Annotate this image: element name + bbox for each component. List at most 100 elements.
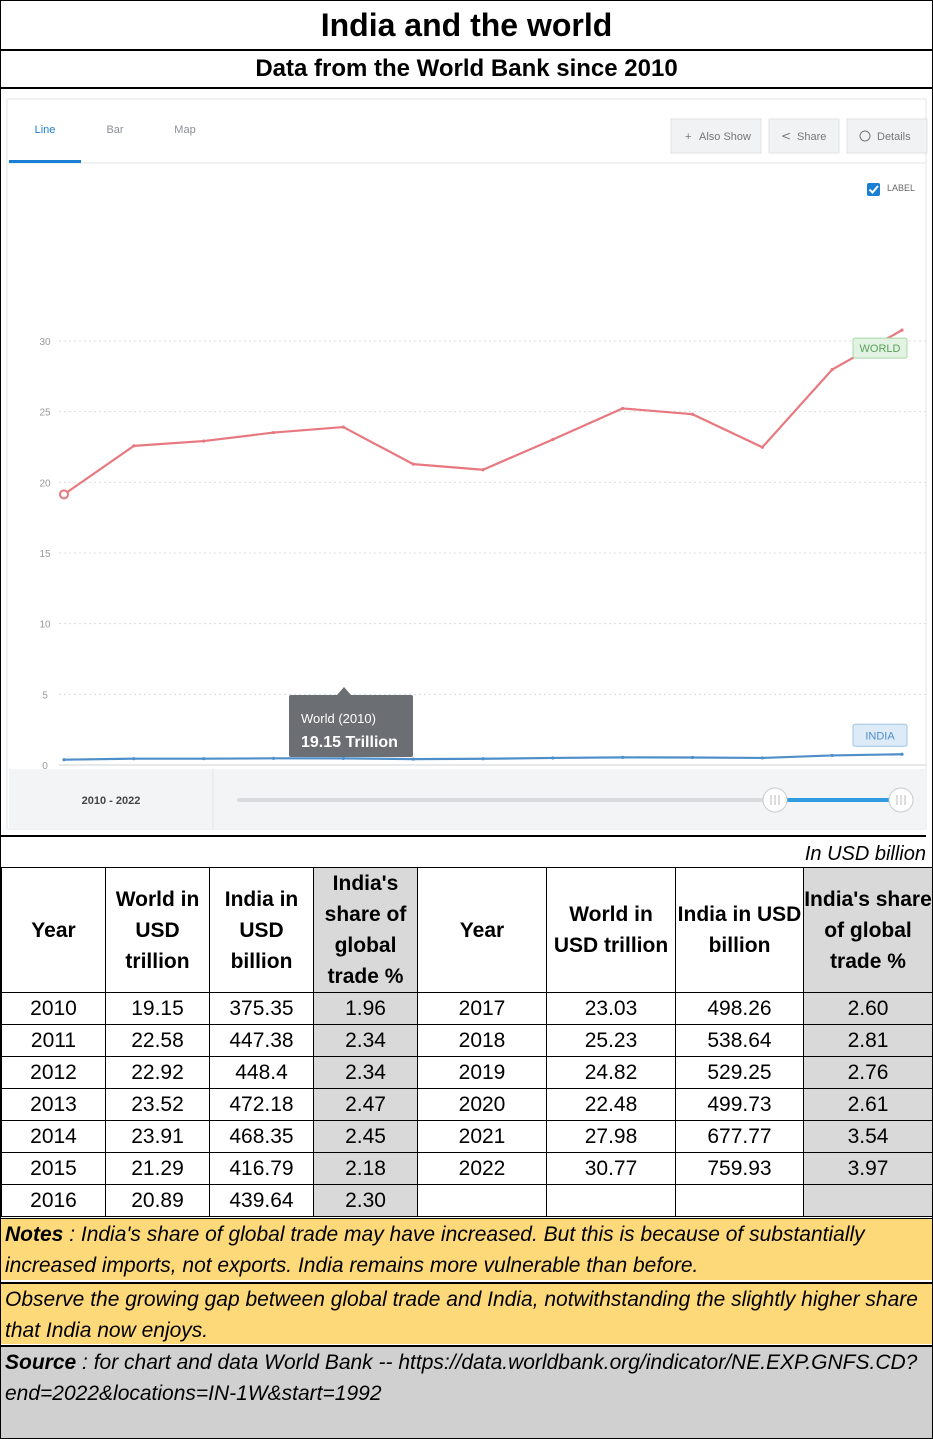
- cell-year: 2012: [1, 1056, 106, 1089]
- cell-year: 2018: [417, 1024, 547, 1057]
- cell-india: 677.77: [675, 1120, 804, 1153]
- cell-year: 2016: [1, 1184, 106, 1217]
- tab-line[interactable]: Line: [35, 124, 56, 136]
- cell-year: 2021: [417, 1120, 547, 1153]
- cell-share: 1.96: [313, 992, 418, 1025]
- cell-share: 2.34: [313, 1024, 418, 1057]
- table-row: 2014 23.91 468.35 2.45 2021 27.98 677.77 3.54: [1, 1120, 933, 1153]
- cell-world: 24.82: [546, 1056, 676, 1089]
- data-point-world: [690, 412, 695, 416]
- label-checkbox-text: LABEL: [887, 183, 915, 193]
- notes-label: Notes: [5, 1223, 64, 1246]
- also-show-label: Also Show: [699, 131, 751, 143]
- highlight-point: [59, 489, 69, 500]
- cell-india: 375.35: [209, 992, 314, 1025]
- cell-india: 538.64: [675, 1024, 804, 1057]
- data-point-india: [760, 756, 764, 760]
- share-button[interactable]: < Share: [768, 118, 840, 154]
- cell-india: 468.35: [209, 1120, 314, 1153]
- col-header-year-2: Year: [417, 867, 547, 993]
- range-handle-end[interactable]: [888, 787, 914, 813]
- data-table: Year World in USD trillion India in USD …: [1, 867, 933, 1217]
- cell-year: [417, 1184, 547, 1217]
- cell-india: 759.93: [675, 1152, 804, 1185]
- cell-share: 2.81: [803, 1024, 933, 1057]
- col-header-world: World in USD trillion: [105, 867, 210, 993]
- check-icon: [868, 185, 879, 194]
- range-handle-start[interactable]: [762, 787, 788, 813]
- cell-india: 447.38: [209, 1024, 314, 1057]
- series-label-bg-india: [852, 723, 908, 747]
- cell-share: 2.30: [313, 1184, 418, 1217]
- details-button[interactable]: Details: [846, 118, 928, 154]
- cell-india: 448.4: [209, 1056, 314, 1089]
- page-title: India and the world: [1, 1, 932, 51]
- cell-india: 498.26: [675, 992, 804, 1025]
- tooltip-title: World (2010): [301, 711, 376, 726]
- cell-share: 2.34: [313, 1056, 418, 1089]
- data-point-world: [900, 328, 904, 332]
- data-point-world: [481, 468, 485, 472]
- y-tick-label: 0: [42, 761, 48, 772]
- tooltip: World (2010) 19.15 Trillion: [289, 687, 413, 757]
- cell-year: 2014: [1, 1120, 106, 1153]
- chart-frame: [6, 98, 927, 830]
- source-box: Source : for chart and data World Bank -…: [1, 1345, 932, 1438]
- table-row: 2013 23.52 472.18 2.47 2020 22.48 499.73 2.61: [1, 1088, 933, 1121]
- cell-year: 2022: [417, 1152, 547, 1185]
- cell-year: 2015: [1, 1152, 106, 1185]
- cell-share: 3.97: [803, 1152, 933, 1185]
- table-row: 2016 20.89 439.64 2.30: [1, 1184, 933, 1217]
- cell-india: [675, 1184, 804, 1217]
- cell-share: 2.60: [803, 992, 933, 1025]
- col-header-india: India in USD billion: [209, 867, 314, 993]
- tab-map[interactable]: Map: [174, 124, 195, 136]
- cell-year: 2011: [1, 1024, 106, 1057]
- col-header-share: India's share of global trade %: [313, 867, 418, 993]
- y-tick-label: 30: [39, 337, 51, 348]
- cell-india: 529.25: [675, 1056, 804, 1089]
- cell-world: 30.77: [546, 1152, 676, 1185]
- cell-world: 22.58: [105, 1024, 210, 1057]
- data-point-world: [271, 430, 276, 435]
- data-point-world: [621, 406, 625, 411]
- source-text: : for chart and data World Bank -- https…: [5, 1351, 918, 1405]
- cell-year: 2017: [417, 992, 547, 1025]
- cell-world: 25.23: [546, 1024, 676, 1057]
- label-checkbox[interactable]: LABEL: [867, 183, 915, 196]
- cell-share: 2.45: [313, 1120, 418, 1153]
- cell-year: 2010: [1, 992, 106, 1025]
- data-point-india: [621, 755, 625, 759]
- page-subtitle: Data from the World Bank since 2010: [1, 51, 932, 89]
- y-tick-label: 20: [39, 478, 51, 489]
- series-label-world: WORLD: [860, 343, 901, 355]
- data-point-world: [830, 367, 834, 372]
- data-point-world: [341, 425, 345, 429]
- table-header-row: Year World in USD trillion India in USD …: [1, 867, 933, 993]
- share-label: Share: [797, 131, 826, 143]
- observation-text: Observe the growing gap between global t…: [5, 1288, 918, 1342]
- y-tick-label: 10: [39, 620, 51, 631]
- cell-world: 20.89: [105, 1184, 210, 1217]
- tab-bar[interactable]: Bar: [106, 124, 123, 136]
- cell-world: 27.98: [546, 1120, 676, 1153]
- y-tick-label: 15: [39, 549, 51, 560]
- table-row: 2015 21.29 416.79 2.18 2022 30.77 759.93 3.97: [1, 1152, 933, 1185]
- data-point-world: [411, 462, 415, 466]
- cell-world: 22.92: [105, 1056, 210, 1089]
- cell-world: 23.52: [105, 1088, 210, 1121]
- cell-share: 2.18: [313, 1152, 418, 1185]
- col-header-india-2: India in USD billion: [675, 867, 804, 993]
- data-point-world: [551, 437, 555, 442]
- details-label: Details: [877, 131, 911, 143]
- notes-box: Notes : India's share of global trade ma…: [1, 1218, 932, 1280]
- data-point-india: [341, 756, 345, 760]
- also-show-button[interactable]: + Also Show: [670, 118, 762, 154]
- cell-world: 21.29: [105, 1152, 210, 1185]
- line-chart: Line Bar Map + Also Show < Share Details: [6, 98, 928, 830]
- range-label: 2010 - 2022: [82, 795, 141, 807]
- cell-world: 22.48: [546, 1088, 676, 1121]
- cell-india: 472.18: [209, 1088, 314, 1121]
- col-header-world-2: World in USD trillion: [546, 867, 676, 993]
